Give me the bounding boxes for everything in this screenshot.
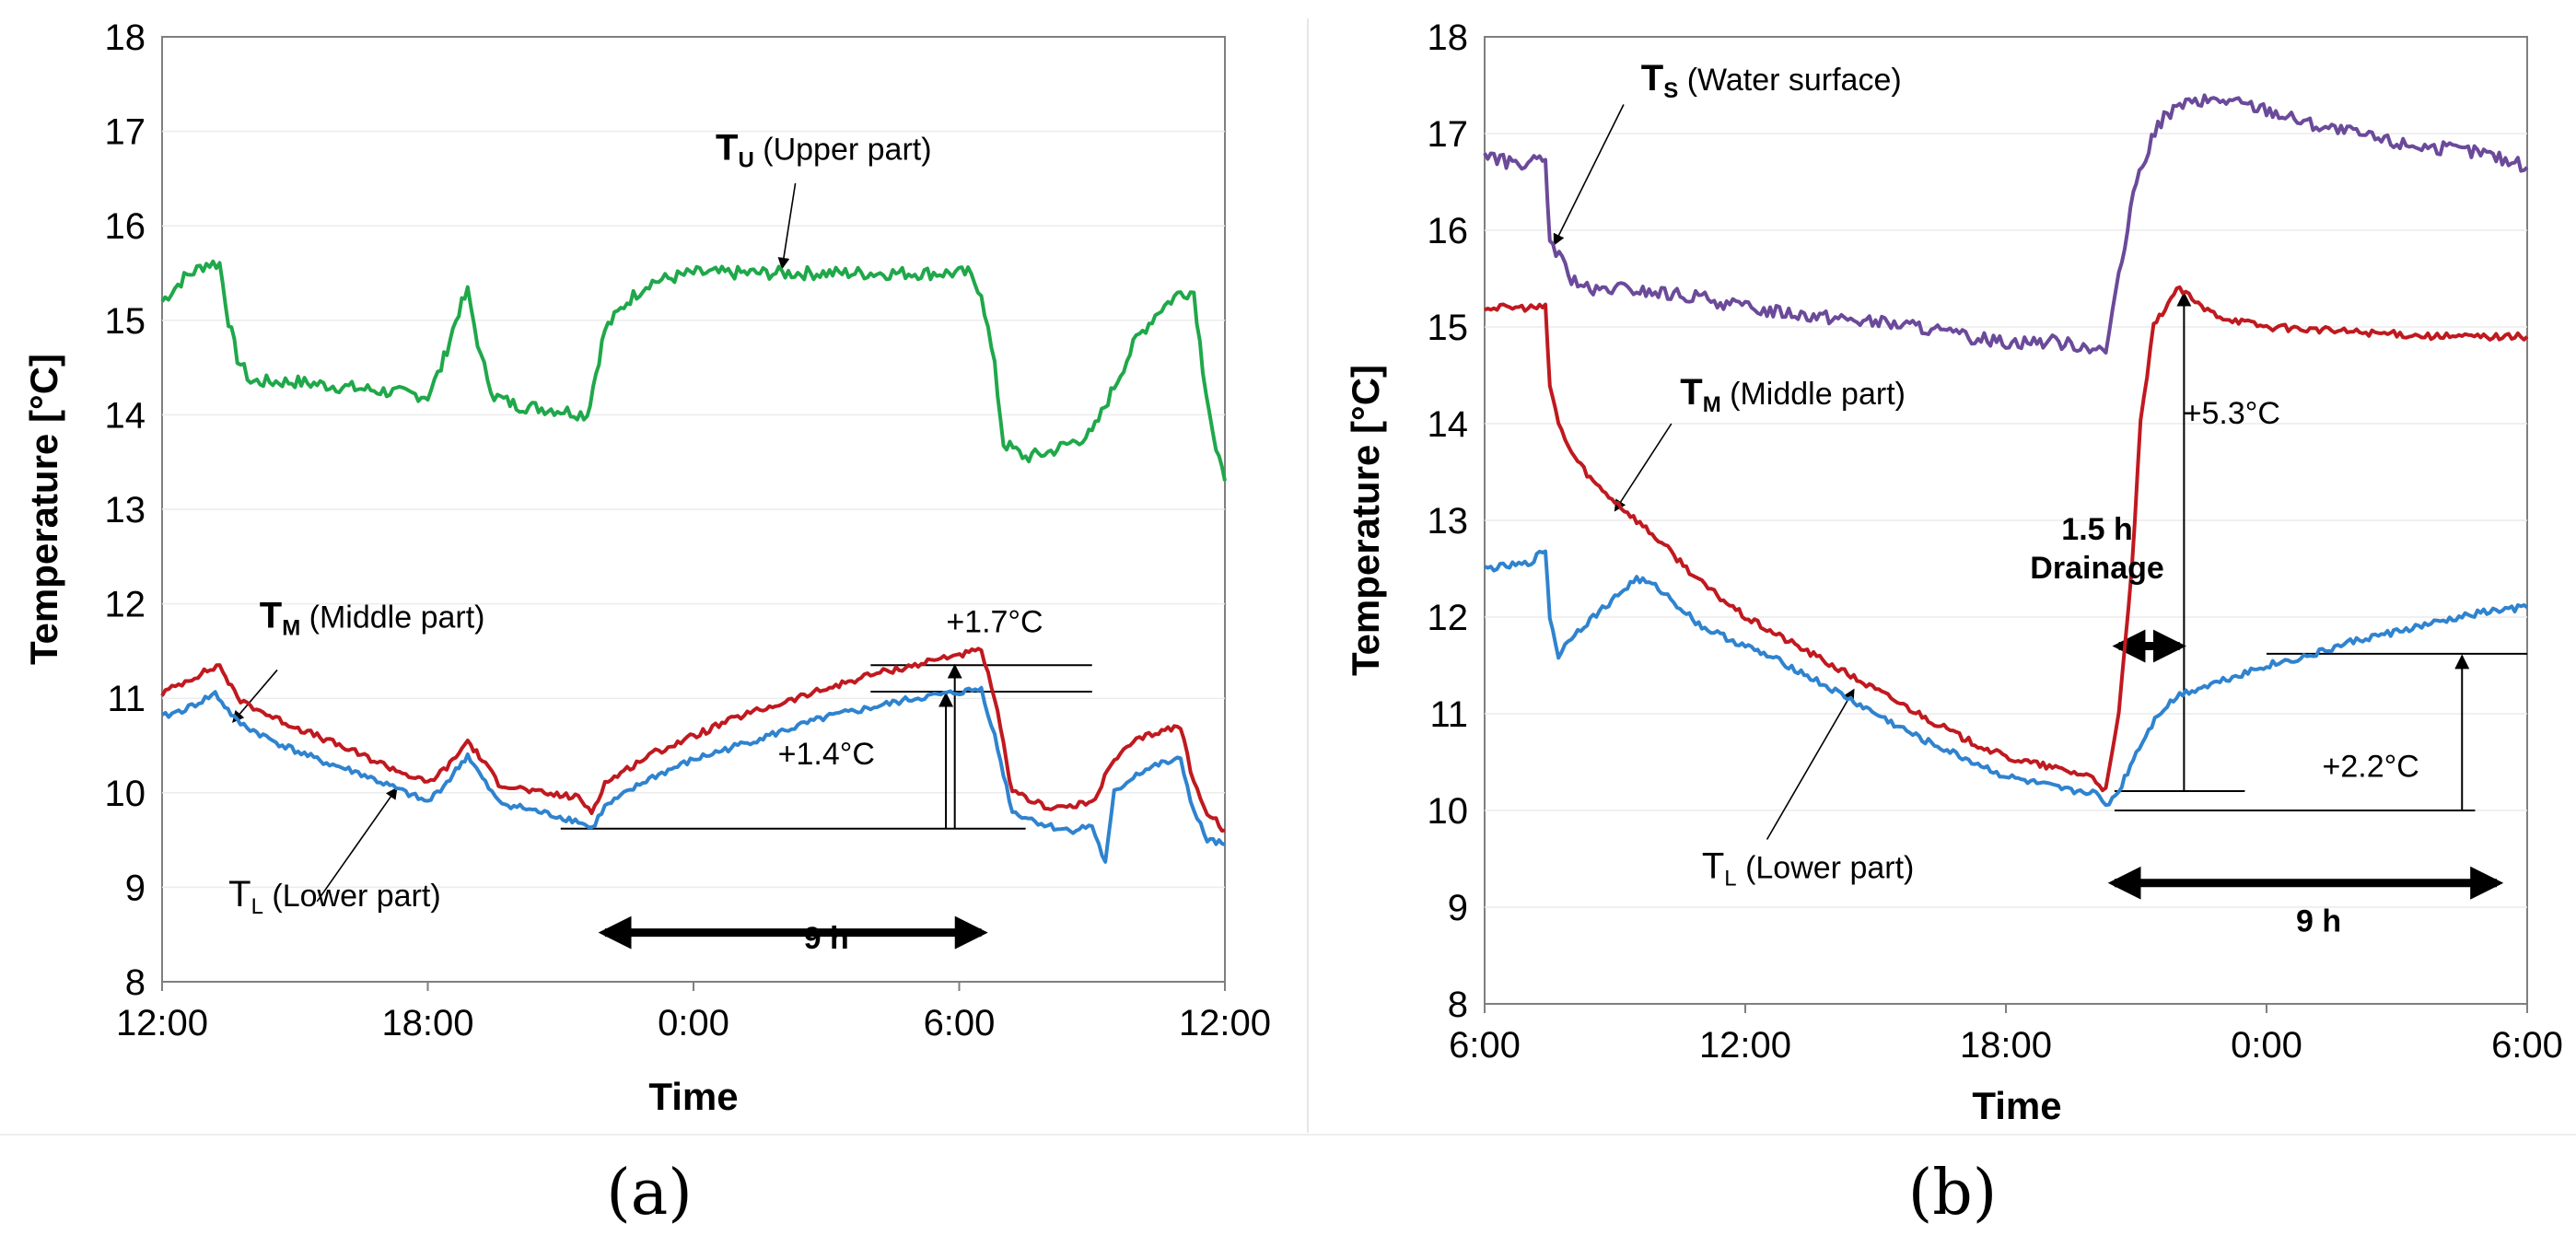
guides-b [1553, 104, 2527, 900]
annotation-d53: +5.3°C [2184, 396, 2280, 431]
caption-b: (b) [1908, 1157, 1998, 1230]
series-line-tm [1484, 285, 2529, 793]
y-tick-label: 11 [1429, 694, 1468, 735]
leader-arrow [1614, 423, 1673, 512]
series-line-ts [1483, 93, 2529, 355]
annotation-drain2: Drainage [2030, 551, 2164, 586]
x-tick-label: 6:00 [1449, 1025, 1521, 1066]
y-tick-label: 9 [125, 868, 146, 908]
y-axis-title-b: Temperature [°C] [1344, 365, 1387, 676]
grid-b [1485, 133, 2527, 908]
leader-arrow [232, 669, 278, 723]
x-tick-label: 0:00 [658, 1003, 729, 1043]
series-label-tm: TM (Middle part) [1680, 372, 1906, 417]
y-axis-title-a: Temperature [°C] [22, 354, 65, 665]
y-tick-label: 18 [1428, 17, 1469, 58]
annotation-drain1: 1.5 h [2061, 512, 2132, 547]
caption-a: (a) [606, 1157, 693, 1230]
x-axis-title-b: Time [1972, 1084, 2061, 1127]
y-tick-label: 13 [105, 490, 146, 530]
y-tick-label: 15 [1428, 308, 1469, 348]
annotation-d17: +1.7°C [946, 604, 1043, 639]
y-tick-label: 17 [1428, 114, 1469, 155]
x-ticks-b: 6:00 12:00 18:00 0:00 6:00 [1449, 1004, 2563, 1066]
y-ticks-a: 8 9 10 11 12 13 14 15 16 17 18 [105, 17, 146, 1003]
series-line-tl [160, 685, 1226, 864]
series-line-tu [160, 259, 1227, 482]
y-tick-label: 18 [105, 17, 146, 58]
x-tick-label: 12:00 [1179, 1003, 1271, 1043]
series-label-tl: TL (Lower part) [1702, 846, 1915, 892]
y-tick-label: 8 [125, 962, 146, 1003]
y-tick-label: 12 [1428, 598, 1469, 638]
x-tick-label: 6:00 [924, 1003, 996, 1043]
y-tick-label: 15 [105, 301, 146, 342]
annotation-h9: 9 h [2296, 903, 2341, 938]
x-ticks-a: 12:00 18:00 0:00 6:00 12:00 [116, 982, 1271, 1043]
annotation-d22: +2.2°C [2323, 749, 2419, 784]
y-tick-label: 10 [105, 774, 146, 814]
annotation-h9: 9 h [804, 921, 849, 956]
x-tick-label: 6:00 [2491, 1025, 2563, 1066]
leader-arrow [777, 182, 797, 270]
annotations-a: TU (Upper part) TM (Middle part) TL (Lower… [228, 127, 1043, 956]
y-tick-label: 10 [1428, 791, 1469, 832]
series-label-tl: TL (Lower part) [228, 874, 441, 919]
y-tick-label: 14 [1428, 404, 1469, 445]
y-tick-label: 17 [105, 112, 146, 153]
annotation-d14: +1.4°C [778, 737, 875, 772]
series-line-tl [1484, 549, 2529, 808]
grid-a [162, 130, 1225, 889]
y-tick-label: 13 [1428, 501, 1469, 542]
annotations-b: TS (Water surface) TM (Middle part) TL (Lo… [1641, 58, 2419, 939]
series-b [1483, 93, 2529, 808]
series-label-ts: TS (Water surface) [1641, 58, 1902, 103]
series-line-tm [160, 647, 1226, 833]
y-tick-label: 9 [1448, 888, 1468, 928]
x-tick-label: 12:00 [116, 1003, 208, 1043]
y-tick-label: 16 [105, 206, 146, 247]
x-tick-label: 18:00 [381, 1003, 473, 1043]
x-tick-label: 0:00 [2231, 1025, 2302, 1066]
leader-arrow [1553, 104, 1625, 246]
y-tick-label: 14 [105, 395, 146, 436]
series-label-tm: TM (Middle part) [260, 595, 485, 640]
y-tick-label: 12 [105, 585, 146, 625]
y-tick-label: 8 [1448, 985, 1468, 1025]
series-a [160, 259, 1227, 864]
y-tick-label: 11 [107, 679, 146, 719]
leader-arrow [1766, 688, 1855, 840]
y-tick-label: 16 [1428, 211, 1469, 251]
x-tick-label: 18:00 [1960, 1025, 2052, 1066]
x-tick-label: 12:00 [1699, 1025, 1791, 1066]
leader-arrow [316, 787, 398, 903]
series-label-tu: TU (Upper part) [716, 127, 932, 172]
y-ticks-b: 8 9 10 11 12 13 14 15 16 17 18 [1428, 17, 1469, 1025]
x-axis-title-a: Time [648, 1075, 738, 1118]
